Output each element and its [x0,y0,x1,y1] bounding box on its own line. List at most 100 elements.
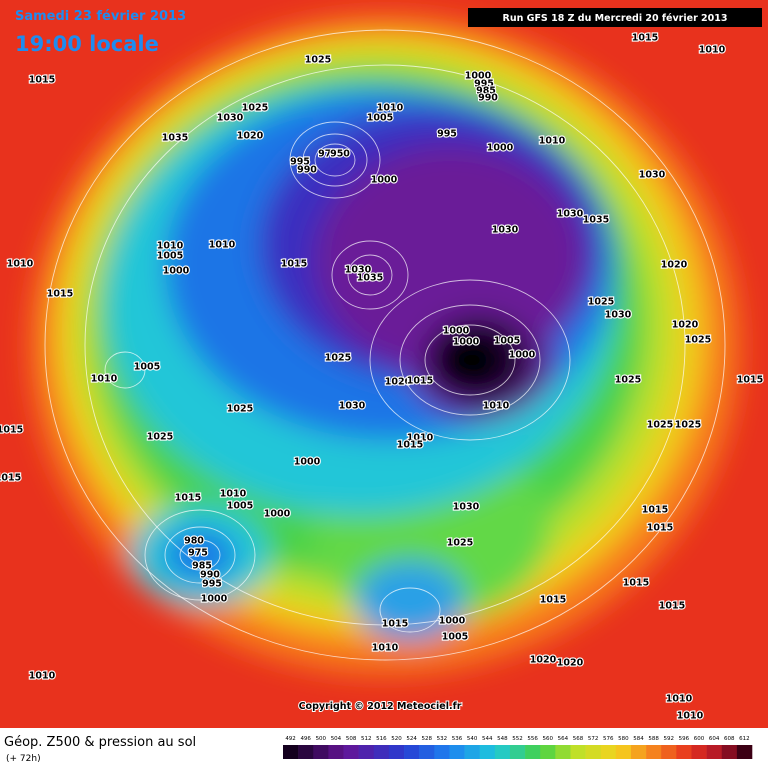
isobar-label: 1000 [201,594,228,605]
isobar-label: 1025 [325,353,351,364]
isobar-label: 1015 [397,440,423,451]
scale-label: 536 [452,736,463,742]
scale-swatch [434,745,450,759]
isobar-label: 1015 [659,601,685,612]
isobar-label: 1025 [588,297,614,308]
isobar-label: 975 [188,548,208,559]
isobar-label: 1015 [642,505,668,516]
isobar-label: 1015 [0,473,21,484]
scale-label: 600 [694,736,705,742]
isobar-label: 1030 [345,265,372,276]
isobar-label: 1025 [675,420,701,431]
isobar-label: 1005 [494,336,520,347]
scale-label: 516 [376,736,387,742]
scale-swatch [388,745,405,759]
isobar-label: 1000 [487,143,514,154]
isobar-label: 1015 [540,595,566,606]
scale-label: 580 [618,736,629,742]
isobar-label: 1030 [557,209,584,220]
scale-label: 572 [588,736,599,742]
isobar-label: 1030 [605,310,632,321]
isobar-label: 1030 [217,113,244,124]
scale-label: 496 [300,736,311,742]
isobar-label: 1035 [162,133,188,144]
scale-swatch [691,745,707,759]
isobar-label: 1035 [583,215,609,226]
scale-swatch [615,745,632,759]
scale-label: 612 [739,736,750,742]
scale-label: 504 [331,736,342,742]
isobar-label: 1025 [147,432,173,443]
scale-swatch [661,745,677,759]
forecast-lead: (+ 72h) [6,754,41,764]
scale-label: 568 [573,736,584,742]
scale-label: 544 [482,736,493,742]
isobar-label: 1030 [639,170,666,181]
isobar-label: 1025 [647,420,673,431]
scale-swatch [540,745,556,759]
scale-label: 596 [679,736,690,742]
scale-swatch [479,745,496,759]
isobar-label: 1015 [737,375,763,386]
scale-swatch [494,745,511,759]
isobar-label: 995 [290,157,310,168]
isobar-label: 1010 [407,433,434,444]
isobar-label: 1005 [157,251,183,262]
isobar-label: 1010 [483,401,510,412]
scale-swatch [343,745,359,759]
isobar-label: 1020 [237,131,264,142]
isobar-label: 995 [202,579,222,590]
date: Samedi 23 février 2013 [15,9,186,24]
isobar-label: 1015 [29,75,55,86]
isobar-label: 1030 [339,401,366,412]
scale-label: 608 [724,736,735,742]
isobar-label: 1000 [439,616,466,627]
isobar-label: 1020 [557,658,584,669]
isobar-label: 985 [476,86,496,97]
isobar-label: 1015 [281,259,307,270]
isobar-label: 1025 [615,375,641,386]
isobar-label: 1010 [377,103,404,114]
isobar-label: 1005 [367,113,393,124]
scale-swatch [404,745,420,759]
geopotential-field [0,0,768,728]
isobar-label: 1010 [539,136,566,147]
isobar-label: 1035 [357,273,383,284]
scale-swatch [298,745,314,759]
local-time: 19:00 locale [15,32,159,56]
scale-label: 584 [633,736,644,742]
isobar-label: 1010 [677,711,704,722]
scale-swatch [585,745,602,759]
isobar-label: 1015 [175,493,201,504]
scale-label: 508 [346,736,357,742]
scale-swatch [373,745,390,759]
isobar-label: 1025 [227,404,253,415]
run-info: Run GFS 18 Z du Mercredi 20 février 2013 [503,13,728,24]
isobar-label: 950 [330,149,350,160]
isobar-label: 1010 [29,671,56,682]
scale-swatch [464,745,480,759]
isobar-label: 1015 [623,578,649,589]
scale-label: 520 [391,736,402,742]
scale-swatch [646,745,662,759]
scale-swatch [555,745,571,759]
isobar-label: 975 [318,149,338,160]
run-box [468,8,762,27]
isobar-label: 1005 [227,501,253,512]
isobar-label: 1020 [385,377,412,388]
isobar-label: 980 [184,536,204,547]
isobar-label: 1015 [407,376,433,387]
scale-label: 576 [603,736,614,742]
isobar-label: 1000 [294,457,321,468]
scale-label: 592 [664,736,675,742]
scale-label: 500 [316,736,327,742]
scale-swatch [570,745,586,759]
scale-label: 532 [437,736,448,742]
isobar-label: 1010 [666,694,693,705]
isobar-label: 1025 [447,538,473,549]
isobar-label: 1000 [453,337,480,348]
isobar-label: 1020 [672,320,699,331]
scale-swatch [509,745,526,759]
isobar-label: 1015 [382,619,408,630]
